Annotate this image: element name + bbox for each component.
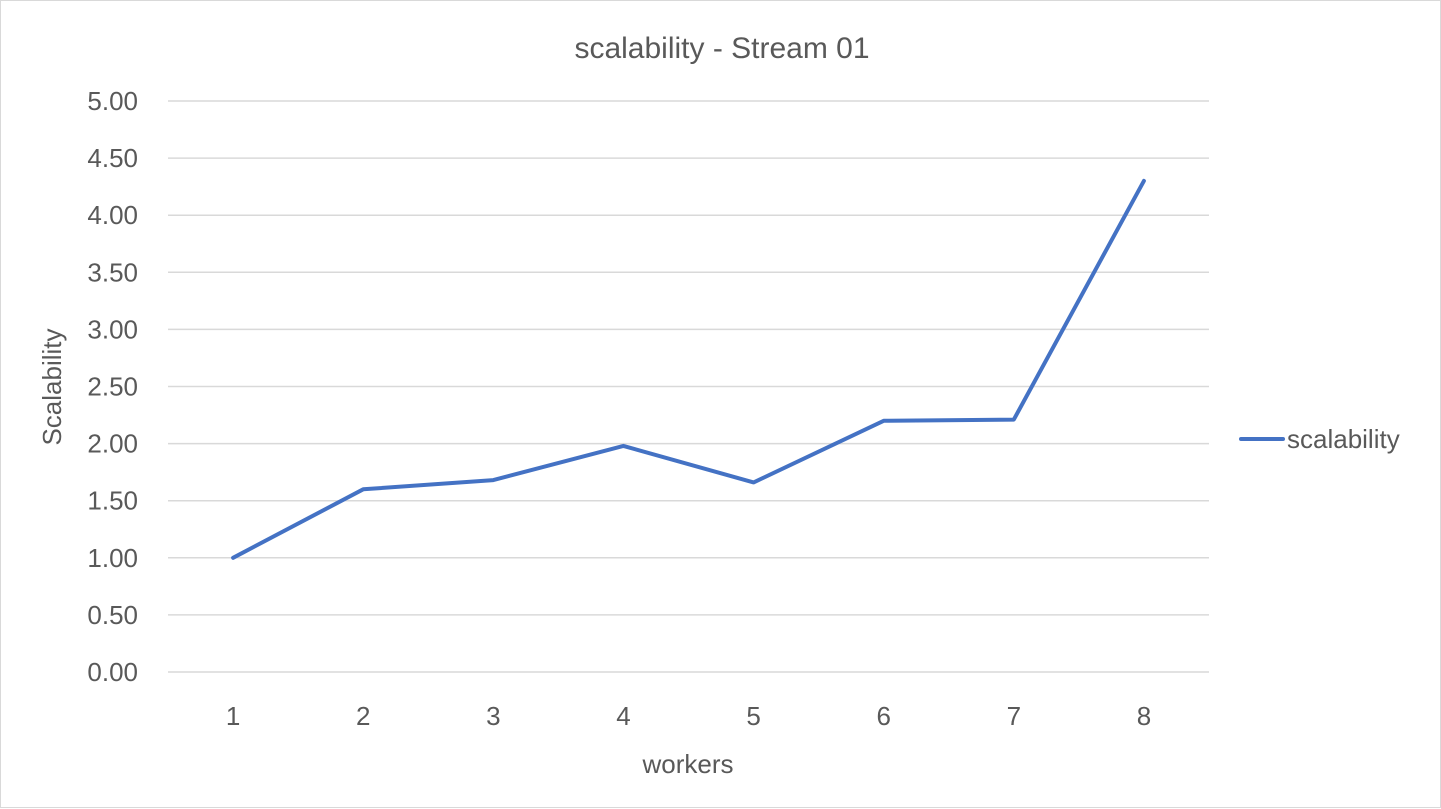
x-tick-label: 1 [226, 701, 240, 731]
legend-label: scalability [1287, 424, 1400, 454]
legend: scalability [1239, 424, 1400, 454]
x-tick-labels: 1 2 3 4 5 6 7 8 [226, 701, 1151, 731]
y-tick-label: 0.50 [87, 600, 138, 630]
y-tick-label: 4.00 [87, 200, 138, 230]
y-axis-title: Scalability [37, 328, 67, 445]
x-tick-label: 6 [876, 701, 890, 731]
gridlines [168, 100, 1209, 673]
y-tick-label: 1.00 [87, 543, 138, 573]
x-tick-label: 5 [746, 701, 760, 731]
y-tick-label: 1.50 [87, 486, 138, 516]
y-tick-label: 3.50 [87, 257, 138, 287]
x-tick-label: 4 [616, 701, 630, 731]
y-tick-label: 0.00 [87, 657, 138, 687]
x-tick-label: 8 [1137, 701, 1151, 731]
chart-title: scalability - Stream 01 [574, 32, 869, 65]
x-axis-title: workers [641, 749, 733, 779]
y-tick-label: 4.50 [87, 143, 138, 173]
y-tick-label: 2.00 [87, 429, 138, 459]
x-tick-label: 7 [1007, 701, 1021, 731]
y-tick-label: 2.50 [87, 372, 138, 402]
x-tick-label: 3 [486, 701, 500, 731]
y-tick-labels: 0.00 0.50 1.00 1.50 2.00 2.50 3.00 3.50 4.00 4.50… [87, 86, 138, 687]
y-tick-label: 5.00 [87, 86, 138, 116]
x-tick-label: 2 [356, 701, 370, 731]
series-line-scalability [231, 178, 1146, 560]
y-tick-label: 3.00 [87, 314, 138, 344]
series-lines [231, 178, 1146, 560]
